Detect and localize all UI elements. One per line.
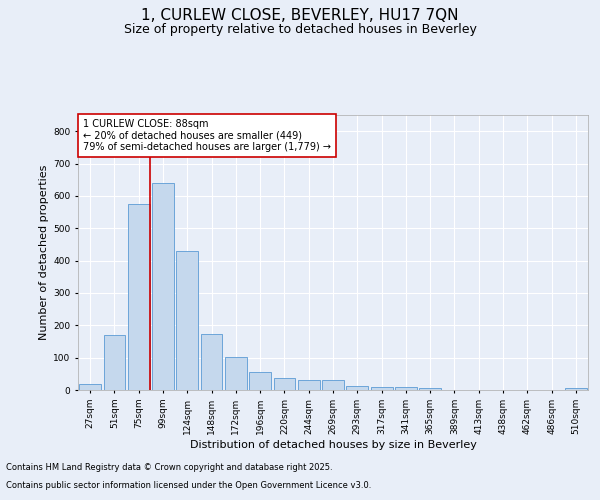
- Bar: [419, 388, 441, 390]
- Bar: [79, 384, 101, 390]
- X-axis label: Distribution of detached houses by size in Beverley: Distribution of detached houses by size …: [190, 440, 476, 450]
- Bar: [346, 386, 368, 390]
- Bar: [565, 388, 587, 390]
- Bar: [371, 388, 392, 390]
- Bar: [176, 251, 198, 390]
- Text: 1 CURLEW CLOSE: 88sqm
← 20% of detached houses are smaller (449)
79% of semi-det: 1 CURLEW CLOSE: 88sqm ← 20% of detached …: [83, 119, 331, 152]
- Bar: [298, 380, 320, 390]
- Bar: [128, 204, 149, 390]
- Bar: [249, 372, 271, 390]
- Bar: [104, 335, 125, 390]
- Bar: [274, 378, 295, 390]
- Text: Contains public sector information licensed under the Open Government Licence v3: Contains public sector information licen…: [6, 481, 371, 490]
- Text: 1, CURLEW CLOSE, BEVERLEY, HU17 7QN: 1, CURLEW CLOSE, BEVERLEY, HU17 7QN: [141, 8, 459, 22]
- Bar: [152, 183, 174, 390]
- Text: Contains HM Land Registry data © Crown copyright and database right 2025.: Contains HM Land Registry data © Crown c…: [6, 464, 332, 472]
- Text: Size of property relative to detached houses in Beverley: Size of property relative to detached ho…: [124, 22, 476, 36]
- Bar: [395, 388, 417, 390]
- Y-axis label: Number of detached properties: Number of detached properties: [39, 165, 49, 340]
- Bar: [225, 356, 247, 390]
- Bar: [322, 380, 344, 390]
- Bar: [200, 334, 223, 390]
